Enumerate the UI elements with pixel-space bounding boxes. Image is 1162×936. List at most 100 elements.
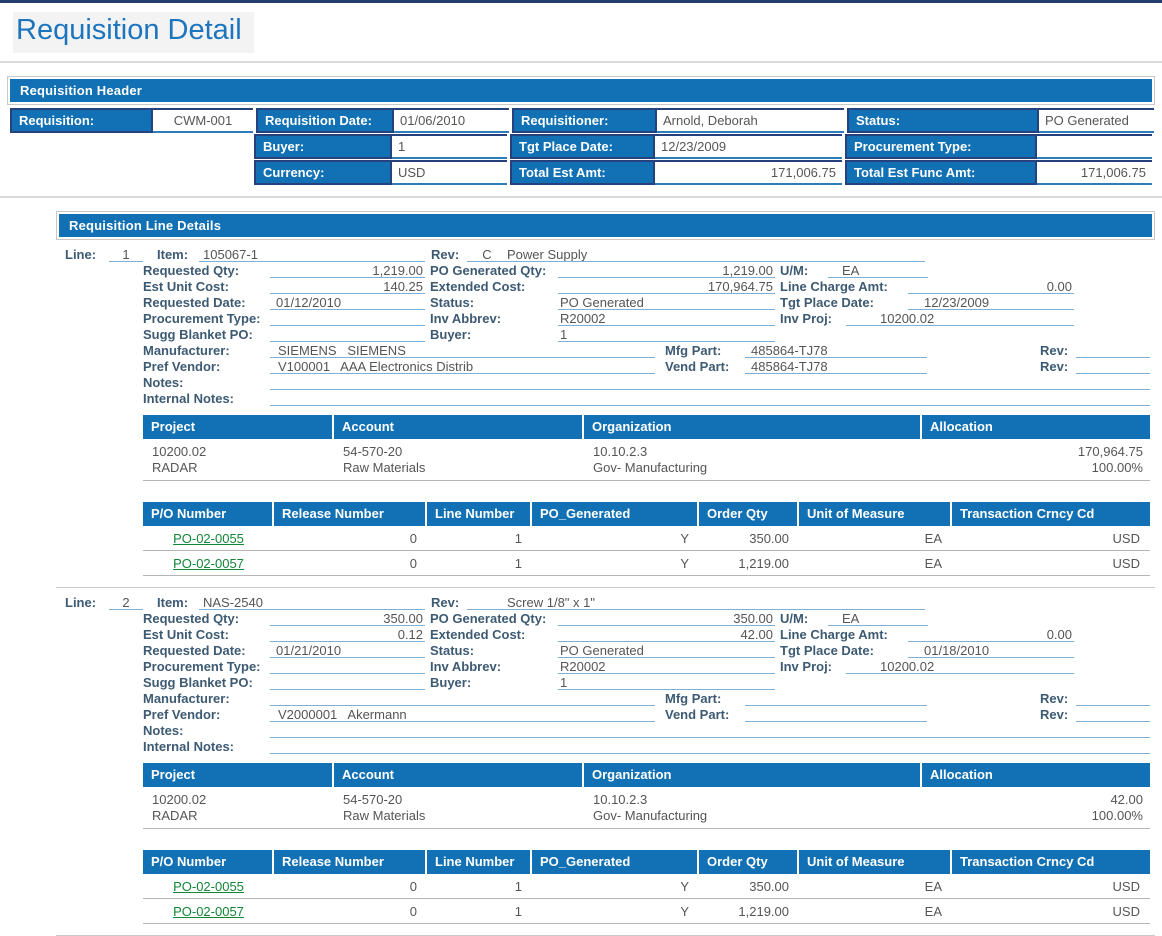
item-label: Item:: [157, 595, 189, 610]
requested-qty-label: Requested Qty:: [143, 263, 240, 278]
sugg-blanket-po-label: Sugg Blanket PO:: [143, 675, 253, 690]
allocation-table-header: Project Account Organization Allocation: [143, 763, 1150, 787]
po-generated-qty-label: PO Generated Qty:: [430, 263, 547, 278]
po-generated-qty-value: 350.00: [558, 611, 775, 626]
qty-row: Requested Qty: 1,219.00 PO Generated Qty…: [143, 263, 1162, 279]
notes-row: Notes:: [143, 723, 1162, 739]
requisitioner-label: Requisitioner:: [512, 108, 657, 133]
mfg-part-value: 485864-TJ78: [745, 343, 927, 358]
status-value: PO Generated: [558, 643, 775, 658]
line-label: Line:: [65, 595, 97, 610]
project-desc: RADAR: [152, 808, 198, 823]
top-border-line: [0, 0, 1162, 3]
account-desc: Raw Materials: [343, 460, 426, 475]
buyer-value: 1: [558, 675, 775, 690]
item-description: Power Supply: [507, 247, 588, 262]
line-block-separator: [56, 587, 1155, 588]
transaction-crncy-header: Transaction Crncy Cd: [952, 502, 1150, 526]
tgt-place-date-label: Tgt Place Date:: [780, 295, 874, 310]
requisition-header-band: Requisition Header: [10, 79, 1152, 102]
project-id: 10200.02: [152, 792, 207, 807]
po-number-link[interactable]: PO-02-0057: [173, 555, 244, 571]
status-label: Status:: [847, 108, 1039, 133]
unit-of-measure-header: Unit of Measure: [799, 502, 950, 526]
release-number-cell: 0: [409, 530, 417, 546]
crncy-cell: USD: [1112, 530, 1140, 546]
po-generated-cell: Y: [680, 878, 689, 894]
um-label: U/M:: [780, 263, 809, 278]
line-charge-amt-label: Line Charge Amt:: [780, 279, 888, 294]
account-cell: 54-570-20 Raw Materials: [334, 792, 584, 824]
po-number-link[interactable]: PO-02-0057: [173, 903, 244, 919]
cost-row: Est Unit Cost: 0.12 Extended Cost: 42.00…: [143, 627, 1162, 643]
po-number-cell: PO-02-0055: [143, 879, 274, 894]
po-number-cell: PO-02-0055: [143, 531, 274, 546]
uom-cell: EA: [924, 903, 942, 919]
crncy-cell: USD: [1112, 878, 1140, 894]
po-generated-header: PO_Generated: [532, 502, 697, 526]
status-label: Status:: [430, 295, 475, 310]
line-details-band-frame: Requisition Line Details: [56, 211, 1155, 240]
pref-vendor-label: Pref Vendor:: [143, 359, 221, 374]
order-qty-cell: 350.00: [749, 878, 789, 894]
requisition-date-value: 01/06/2010: [394, 108, 509, 133]
rev-label: Rev:: [431, 595, 460, 610]
line-number-cell: 1: [514, 878, 522, 894]
uom-cell: EA: [924, 530, 942, 546]
order-qty-header: Order Qty: [699, 850, 797, 874]
vend-part-value: [745, 707, 927, 722]
procurement-row: Procurement Type: Inv Abbrev: R20002 Inv…: [143, 311, 1162, 327]
org-desc: Gov- Manufacturing: [593, 808, 708, 823]
extended-cost-value: 170,964.75: [558, 279, 775, 294]
account-cell: 54-570-20 Raw Materials: [334, 444, 584, 476]
allocation-row: 10200.02 RADAR 54-570-20 Raw Materials 1…: [143, 787, 1150, 829]
requested-date-value: 01/21/2010: [270, 643, 425, 658]
project-id: 10200.02: [152, 444, 207, 459]
organization-header: Organization: [584, 415, 920, 439]
line-block-1: Line: 1 Item: 105067-1 Rev: C Power Supp…: [0, 247, 1162, 576]
line-block-2: Line: 2 Item: NAS-2540 Rev: Screw 1/8" x…: [0, 595, 1162, 924]
line-charge-amt-value: 0.00: [908, 627, 1074, 642]
sugg-blanket-po-value: [270, 327, 425, 342]
notes-value: [270, 723, 1150, 738]
allocation-percent: 100.00%: [1091, 808, 1143, 823]
line-item-row: Line: 1 Item: 105067-1 Rev: C Power Supp…: [65, 247, 1162, 263]
manufacturer-row: Manufacturer: SIEMENS SIEMENS Mfg Part: …: [143, 343, 1162, 359]
po-generated-cell: Y: [680, 530, 689, 546]
vend-rev-value: [1076, 359, 1150, 374]
spacer: [927, 343, 1040, 359]
tgt-place-date-pair: Tgt Place Date: 12/23/2009: [510, 134, 842, 159]
vend-rev-label: Rev:: [1040, 359, 1069, 374]
transaction-crncy-header: Transaction Crncy Cd: [952, 850, 1150, 874]
org-id: 10.10.2.3: [593, 444, 648, 459]
manufacturer-value: SIEMENS SIEMENS: [270, 343, 655, 358]
internal-notes-label: Internal Notes:: [143, 739, 235, 754]
mfg-rev-label: Rev:: [1040, 343, 1069, 358]
vend-part-label: Vend Part:: [665, 359, 730, 374]
requested-qty-label: Requested Qty:: [143, 611, 240, 626]
po-number-link[interactable]: PO-02-0055: [173, 878, 244, 894]
vend-part-value: 485864-TJ78: [745, 359, 927, 374]
allocation-cell: 42.00 100.00%: [922, 792, 1150, 824]
po-row: PO-02-0055 0 1 Y 350.00 EA USD: [143, 874, 1150, 899]
mfg-rev-label: Rev:: [1040, 691, 1069, 706]
rev-label: Rev:: [431, 247, 460, 262]
internal-notes-label: Internal Notes:: [143, 391, 235, 406]
status-value: PO Generated: [558, 295, 775, 310]
allocation-table-header: Project Account Organization Allocation: [143, 415, 1150, 439]
po-number-link[interactable]: PO-02-0055: [173, 530, 244, 546]
procurement-type-label: Procurement Type:: [143, 659, 261, 674]
po-generated-qty-label: PO Generated Qty:: [430, 611, 547, 626]
po-generated-qty-value: 1,219.00: [558, 263, 775, 278]
sugg-blanket-row: Sugg Blanket PO: Buyer: 1: [143, 327, 1162, 343]
inv-abbrev-label: Inv Abbrev:: [430, 311, 502, 326]
buyer-label: Buyer:: [430, 327, 472, 342]
order-qty-cell: 1,219.00: [738, 555, 789, 571]
buyer-pair: Buyer: 1: [254, 134, 507, 159]
allocation-amount: 42.00: [1110, 792, 1143, 807]
spacer: [655, 359, 665, 375]
line-charge-amt-label: Line Charge Amt:: [780, 627, 888, 642]
po-number-header: P/O Number: [143, 850, 272, 874]
vend-rev-value: [1076, 707, 1150, 722]
spacer: [655, 707, 665, 723]
